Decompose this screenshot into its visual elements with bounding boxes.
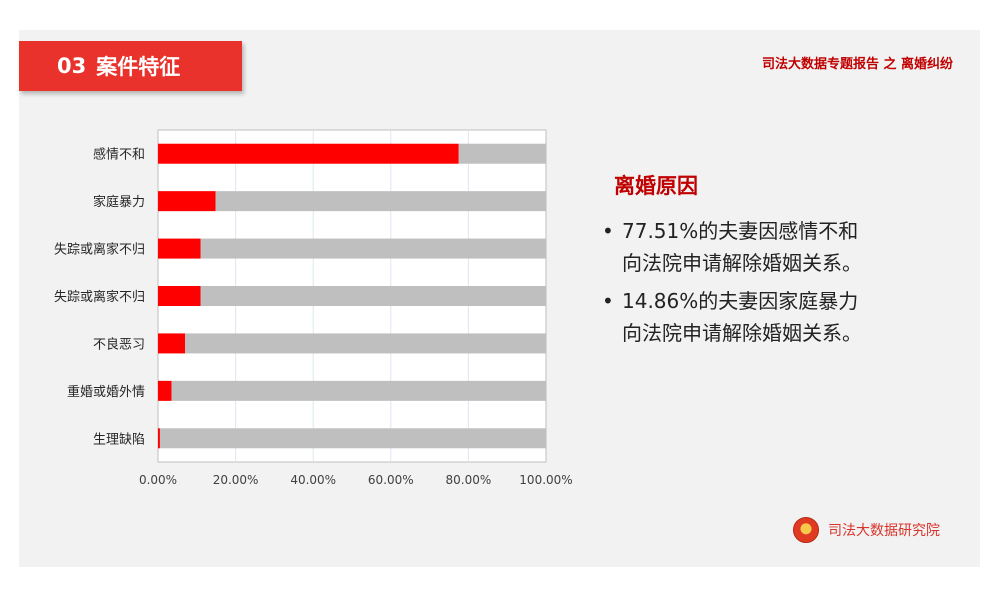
bar-remainder — [185, 333, 546, 354]
reason-line-1: 14.86%的夫妻因家庭暴力 — [622, 289, 859, 313]
bullet-dot: • — [602, 219, 614, 243]
reason-item: • 77.51%的夫妻因感情不和 向法院申请解除婚姻关系。 — [600, 215, 940, 279]
y-category-label: 感情不和 — [93, 147, 145, 163]
bar-value — [158, 143, 459, 164]
y-category-label: 不良恶习 — [93, 336, 145, 352]
bar-value — [158, 333, 186, 354]
bar-remainder — [171, 380, 546, 401]
bar-value — [158, 191, 216, 212]
reason-line-1: 77.51%的夫妻因感情不和 — [622, 219, 859, 243]
y-category-label: 家庭暴力 — [93, 194, 145, 210]
x-tick-label: 60.00% — [368, 473, 414, 487]
bar-remainder — [458, 143, 546, 164]
divorce-reason-bar-chart: 0.00% 20.00% 40.00% 60.00% 80.00% 100.00% 感情不和… — [54, 129, 573, 487]
x-tick-label: 80.00% — [446, 473, 492, 487]
section-tag: 03 案件特征 — [19, 41, 242, 91]
court-emblem-icon — [793, 517, 819, 543]
footer-logo: 司法大数据研究院 — [793, 517, 940, 543]
bar-value — [158, 428, 160, 449]
bullet-dot: • — [602, 289, 614, 313]
report-title: 司法大数据专题报告 之 离婚纠纷 — [761, 57, 953, 72]
y-category-label: 重婚或婚外情 — [67, 384, 145, 400]
section-title: 案件特征 — [96, 55, 181, 79]
x-tick-label: 20.00% — [213, 473, 259, 487]
section-number: 03 — [57, 54, 87, 78]
bar-remainder — [215, 191, 546, 212]
bar-value — [158, 286, 201, 306]
bar-remainder — [159, 428, 546, 449]
bar-value — [158, 238, 201, 259]
footer-org-name: 司法大数据研究院 — [828, 523, 940, 539]
reason-line-2: 向法院申请解除婚姻关系。 — [622, 321, 862, 345]
y-category-label: 失踪或离家不归 — [54, 242, 145, 258]
reason-item: • 14.86%的夫妻因家庭暴力 向法院申请解除婚姻关系。 — [600, 285, 940, 349]
y-category-label: 生理缺陷 — [93, 432, 145, 447]
bar-value — [158, 380, 172, 401]
x-tick-label: 0.00% — [139, 473, 177, 487]
bar-remainder — [200, 286, 546, 306]
x-tick-label: 40.00% — [290, 473, 336, 487]
x-tick-label: 100.00% — [519, 473, 572, 487]
reason-line-2: 向法院申请解除婚姻关系。 — [622, 251, 862, 275]
y-category-label: 失踪或离家不归 — [54, 289, 145, 305]
bar-remainder — [200, 238, 546, 259]
reasons-title: 离婚原因 — [614, 174, 698, 198]
reasons-list: • 77.51%的夫妻因感情不和 向法院申请解除婚姻关系。 • 14.86%的夫… — [600, 215, 940, 355]
